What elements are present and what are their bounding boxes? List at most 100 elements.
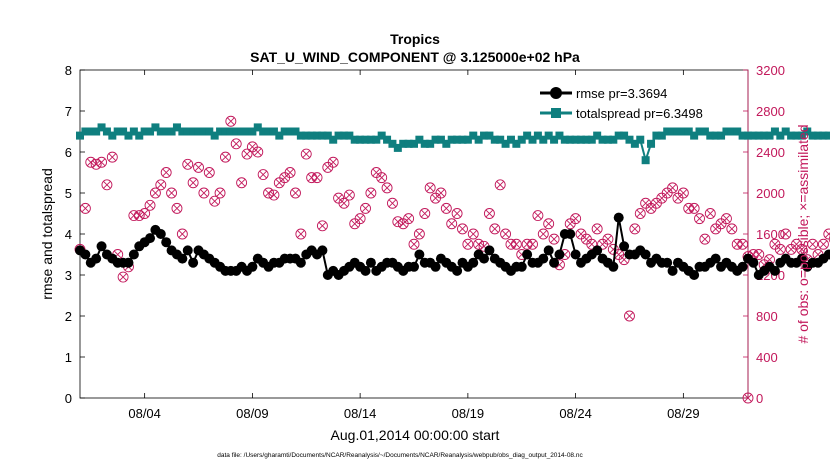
nobs-assimilated-point [318,222,327,230]
nobs-assimilated-point [291,189,300,197]
rmse-point [365,257,376,268]
totalspread-point [765,131,774,140]
nobs-assimilated-point [377,173,386,182]
totalspread-point [194,127,203,136]
rmse-point [80,249,91,260]
nobs-assimilated-point [426,184,434,192]
nobs-possible-point [413,228,425,240]
nobs-assimilated-point [679,189,688,197]
nobs-assimilated-point [528,240,537,248]
y-right-tick-label: 800 [756,309,778,324]
nobs-assimilated-point [205,168,214,177]
rmse-point [96,241,107,252]
nobs-possible-point [381,182,393,194]
y-right-tick-label: 0 [756,391,763,406]
nobs-possible-point [667,182,679,194]
totalspread-point [501,139,510,148]
nobs-assimilated-point [200,189,208,197]
totalspread-point [447,135,456,144]
nobs-possible-point [570,213,582,225]
totalspread-point [485,131,494,140]
nobs-assimilated-point [216,189,224,197]
nobs-possible-point [79,202,91,214]
nobs-possible-point [451,208,463,219]
totalspread-point [156,127,165,136]
nobs-assimilated-point [485,209,494,218]
totalspread-point [269,127,278,136]
nobs-assimilated-point [819,240,828,248]
totalspread-point [237,127,246,136]
x-tick-label: 08/14 [344,406,377,421]
totalspread-point [183,127,192,136]
chart-subtitle: SAT_U_WIND_COMPONENT @ 3.125000e+02 hPa [250,49,580,65]
y-tick-label: 8 [65,63,72,78]
totalspread-point [393,143,402,152]
nobs-possible-point [268,189,280,201]
nobs-possible-point [209,195,221,207]
rmse-point [430,261,441,272]
totalspread-point [172,123,181,132]
totalspread-point [410,139,418,148]
y-tick-label: 4 [65,227,72,242]
nobs-possible-point [694,213,705,225]
rmse-point [823,249,830,260]
rmse-point [247,261,258,272]
nobs-assimilated-point [604,235,612,243]
totalspread-point [264,127,273,136]
nobs-possible-point [467,228,479,240]
totalspread-point [797,131,806,140]
totalspread-point [614,131,623,140]
nobs-possible-point [311,172,323,184]
rmse-point [619,241,630,252]
rmse-point [452,265,463,276]
nobs-assimilated-point [453,209,461,218]
nobs-possible-point [699,233,711,245]
totalspread-point [280,127,289,136]
nobs-possible-point [704,208,716,219]
nobs-possible-point [387,197,398,209]
nobs-assimilated-point [447,220,456,228]
totalspread-point [744,131,752,140]
nobs-assimilated-point [825,230,830,238]
y-right-tick-label: 2400 [756,145,785,160]
totalspread-point [727,127,736,136]
nobs-assimilated-point [167,189,176,197]
nobs-assimilated-point [442,204,451,213]
rmse-point [123,257,134,268]
rmse-point [608,261,619,272]
totalspread-point [673,127,682,136]
nobs-assimilated-point [744,394,752,402]
nobs-possible-point [236,177,248,189]
totalspread-point [550,135,559,144]
nobs-assimilated-point [593,225,601,233]
totalspread-point [140,127,149,136]
nobs-assimilated-point [189,179,197,187]
nobs-assimilated-point [232,140,240,148]
totalspread-point [474,135,483,144]
rmse-point [667,265,678,276]
totalspread-point [259,127,268,136]
nobs-assimilated-point [668,184,677,192]
rmse-point [689,270,700,280]
nobs-possible-point [688,202,700,214]
totalspread-point [641,156,650,165]
rmse-point [155,229,166,239]
rmse-point [295,257,306,268]
nobs-possible-point [737,238,749,250]
rmse-point [468,257,479,268]
totalspread-point [275,131,284,140]
nobs-assimilated-point [367,189,375,197]
nobs-possible-point [780,228,792,240]
nobs-possible-point [392,216,404,228]
nobs-assimilated-point [781,230,790,238]
nobs-assimilated-point [798,245,806,254]
legend-box [535,78,738,126]
totalspread-point [318,131,327,140]
totalspread-point [232,127,241,136]
totalspread-point [226,127,235,136]
nobs-possible-point [241,148,253,160]
totalspread-point [334,131,343,140]
rmse-point [128,249,139,260]
nobs-assimilated-point [254,148,262,156]
